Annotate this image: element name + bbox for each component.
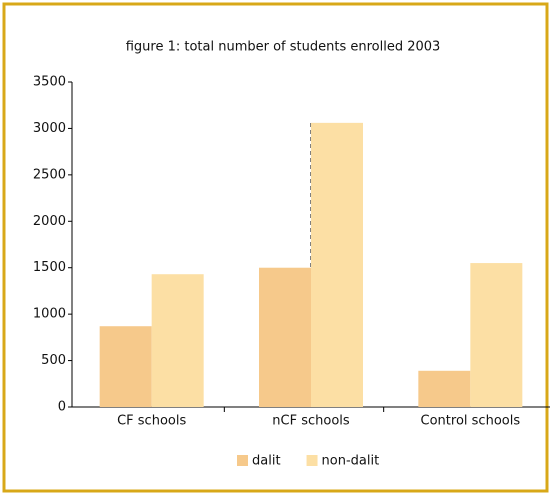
x-tick-label: nCF schools — [272, 414, 350, 429]
y-tick-label: 2000 — [33, 214, 66, 229]
legend-label: dalit — [252, 454, 281, 469]
y-tick-label: 1500 — [33, 260, 66, 275]
bar — [99, 326, 152, 407]
x-tick-label: Control schools — [421, 414, 521, 429]
frame — [2, 2, 549, 493]
bar — [311, 122, 363, 407]
bar — [418, 370, 471, 407]
chart-title: figure 1: total number of students enrol… — [126, 40, 441, 55]
legend-swatch — [237, 455, 248, 466]
y-tick-label: 500 — [41, 353, 66, 368]
y-tick-label: 3000 — [33, 121, 66, 136]
x-tick-label: CF schools — [117, 414, 186, 429]
bar — [151, 274, 204, 407]
bar — [259, 267, 311, 407]
bar — [470, 263, 523, 407]
legend-swatch — [306, 455, 318, 466]
y-tick-label: 3500 — [33, 75, 66, 90]
y-tick-label: 2500 — [33, 167, 66, 182]
y-tick-label: 0 — [58, 400, 66, 415]
legend-label: non-dalit — [322, 454, 380, 469]
y-tick-label: 1000 — [33, 307, 66, 322]
